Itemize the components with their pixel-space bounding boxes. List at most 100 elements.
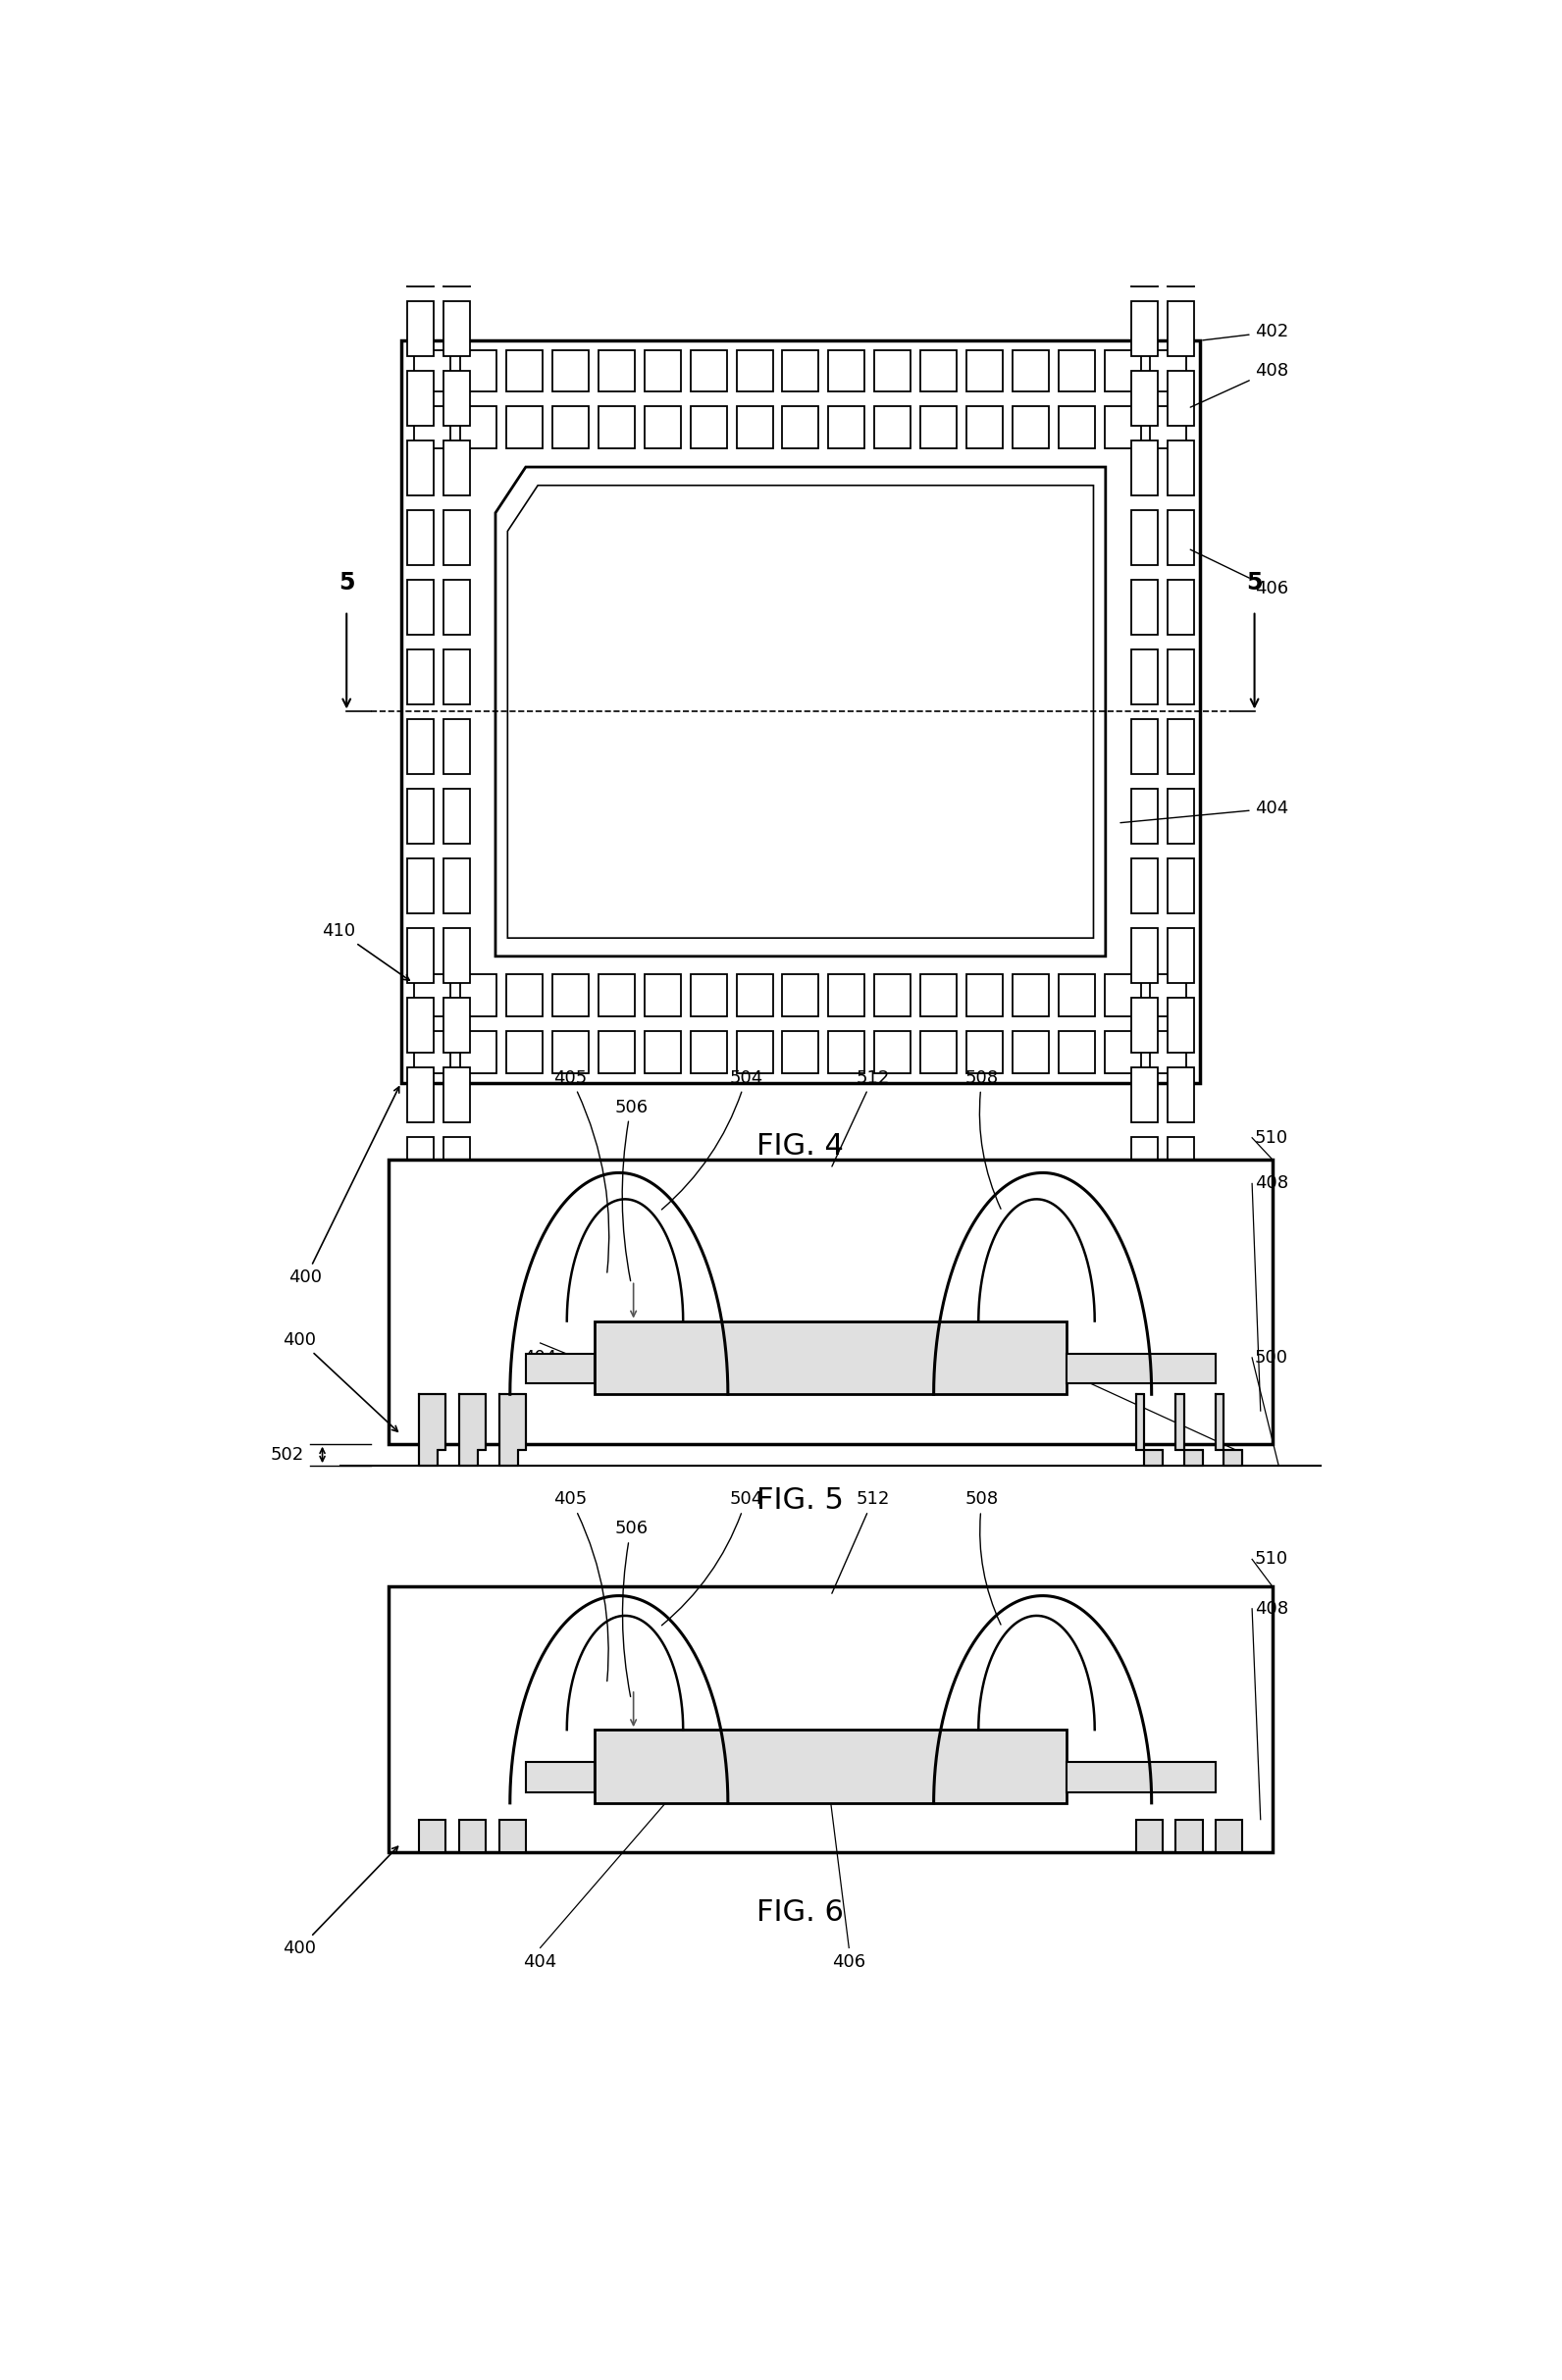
Bar [414, 976, 451, 1016]
Text: 405: 405 [553, 1490, 609, 1680]
Text: 512: 512 [833, 1069, 890, 1166]
Bar [1131, 650, 1157, 704]
Bar [408, 440, 434, 495]
Bar [1167, 788, 1193, 843]
Bar [783, 350, 818, 393]
Bar [461, 976, 497, 1016]
Text: FIG. 5: FIG. 5 [758, 1485, 843, 1514]
Bar [1167, 1066, 1193, 1123]
Bar [408, 928, 434, 983]
Bar [444, 231, 470, 286]
Text: 508: 508 [965, 1490, 1001, 1626]
Bar [1131, 719, 1157, 773]
Bar [736, 976, 773, 1016]
Bar [389, 1159, 1273, 1445]
Bar [1167, 371, 1193, 426]
Bar [408, 997, 434, 1052]
Text: 5: 5 [1246, 571, 1262, 595]
Bar [553, 1031, 589, 1073]
Bar [875, 976, 911, 1016]
Bar [506, 1031, 542, 1073]
Bar [645, 350, 681, 393]
Bar [461, 1031, 497, 1073]
Bar [1067, 1761, 1215, 1792]
Bar [1167, 650, 1193, 704]
Bar [1150, 407, 1187, 450]
Bar [1167, 859, 1193, 914]
Text: 400: 400 [283, 1330, 398, 1430]
Bar [1150, 976, 1187, 1016]
Bar [1104, 350, 1140, 393]
Bar [408, 1138, 434, 1192]
Bar [553, 350, 589, 393]
Text: 5: 5 [339, 571, 355, 595]
Bar [1167, 440, 1193, 495]
Bar [444, 581, 470, 635]
Polygon shape [500, 1395, 526, 1466]
Bar [690, 407, 726, 450]
Bar [1012, 1031, 1048, 1073]
Text: 410: 410 [1037, 1349, 1070, 1366]
Bar [444, 1066, 470, 1123]
Bar [1059, 350, 1095, 393]
Bar [1167, 581, 1193, 635]
Bar [408, 371, 434, 426]
Bar [408, 719, 434, 773]
Bar [1131, 997, 1157, 1052]
Bar [444, 788, 470, 843]
Polygon shape [1176, 1818, 1203, 1852]
Text: 504: 504 [662, 1069, 762, 1209]
Bar [444, 650, 470, 704]
Bar [1131, 928, 1157, 983]
Bar [645, 1031, 681, 1073]
Bar [1131, 440, 1157, 495]
Bar [1131, 788, 1157, 843]
Polygon shape [1176, 1395, 1203, 1466]
Bar [444, 719, 470, 773]
Text: 410: 410 [322, 923, 409, 981]
Text: 404: 404 [1120, 800, 1289, 823]
Polygon shape [1136, 1818, 1162, 1852]
Bar [1167, 719, 1193, 773]
Bar [444, 371, 470, 426]
Bar [598, 1031, 634, 1073]
Bar [1131, 231, 1157, 286]
Text: 508: 508 [965, 1069, 1001, 1209]
Bar [1067, 1354, 1215, 1383]
Bar [1167, 302, 1193, 357]
Bar [408, 650, 434, 704]
Bar [967, 350, 1003, 393]
Bar [1131, 1138, 1157, 1192]
Text: 506: 506 [614, 1521, 648, 1697]
Bar [1131, 509, 1157, 564]
Bar [828, 407, 865, 450]
Bar [461, 350, 497, 393]
Bar [920, 350, 956, 393]
Bar [920, 976, 956, 1016]
Bar [598, 350, 634, 393]
Bar [690, 1031, 726, 1073]
Polygon shape [419, 1818, 445, 1852]
Text: 504: 504 [662, 1490, 762, 1626]
Bar [506, 407, 542, 450]
Polygon shape [500, 1818, 526, 1852]
Bar [920, 407, 956, 450]
Text: FIG. 6: FIG. 6 [758, 1899, 843, 1928]
Text: FIG. 4: FIG. 4 [758, 1133, 843, 1161]
Bar [444, 859, 470, 914]
Bar [1059, 976, 1095, 1016]
Text: 408: 408 [1254, 1176, 1289, 1192]
Bar [444, 1138, 470, 1192]
Bar [736, 407, 773, 450]
Bar [408, 231, 434, 286]
Bar [1167, 509, 1193, 564]
Bar [736, 350, 773, 393]
Bar [598, 407, 634, 450]
Text: 406: 406 [833, 1349, 865, 1366]
Text: 400: 400 [289, 1088, 400, 1288]
Text: 404: 404 [523, 1954, 558, 1971]
Bar [408, 1066, 434, 1123]
Bar [783, 976, 818, 1016]
Bar [401, 340, 1200, 1083]
Bar [1167, 1138, 1193, 1192]
